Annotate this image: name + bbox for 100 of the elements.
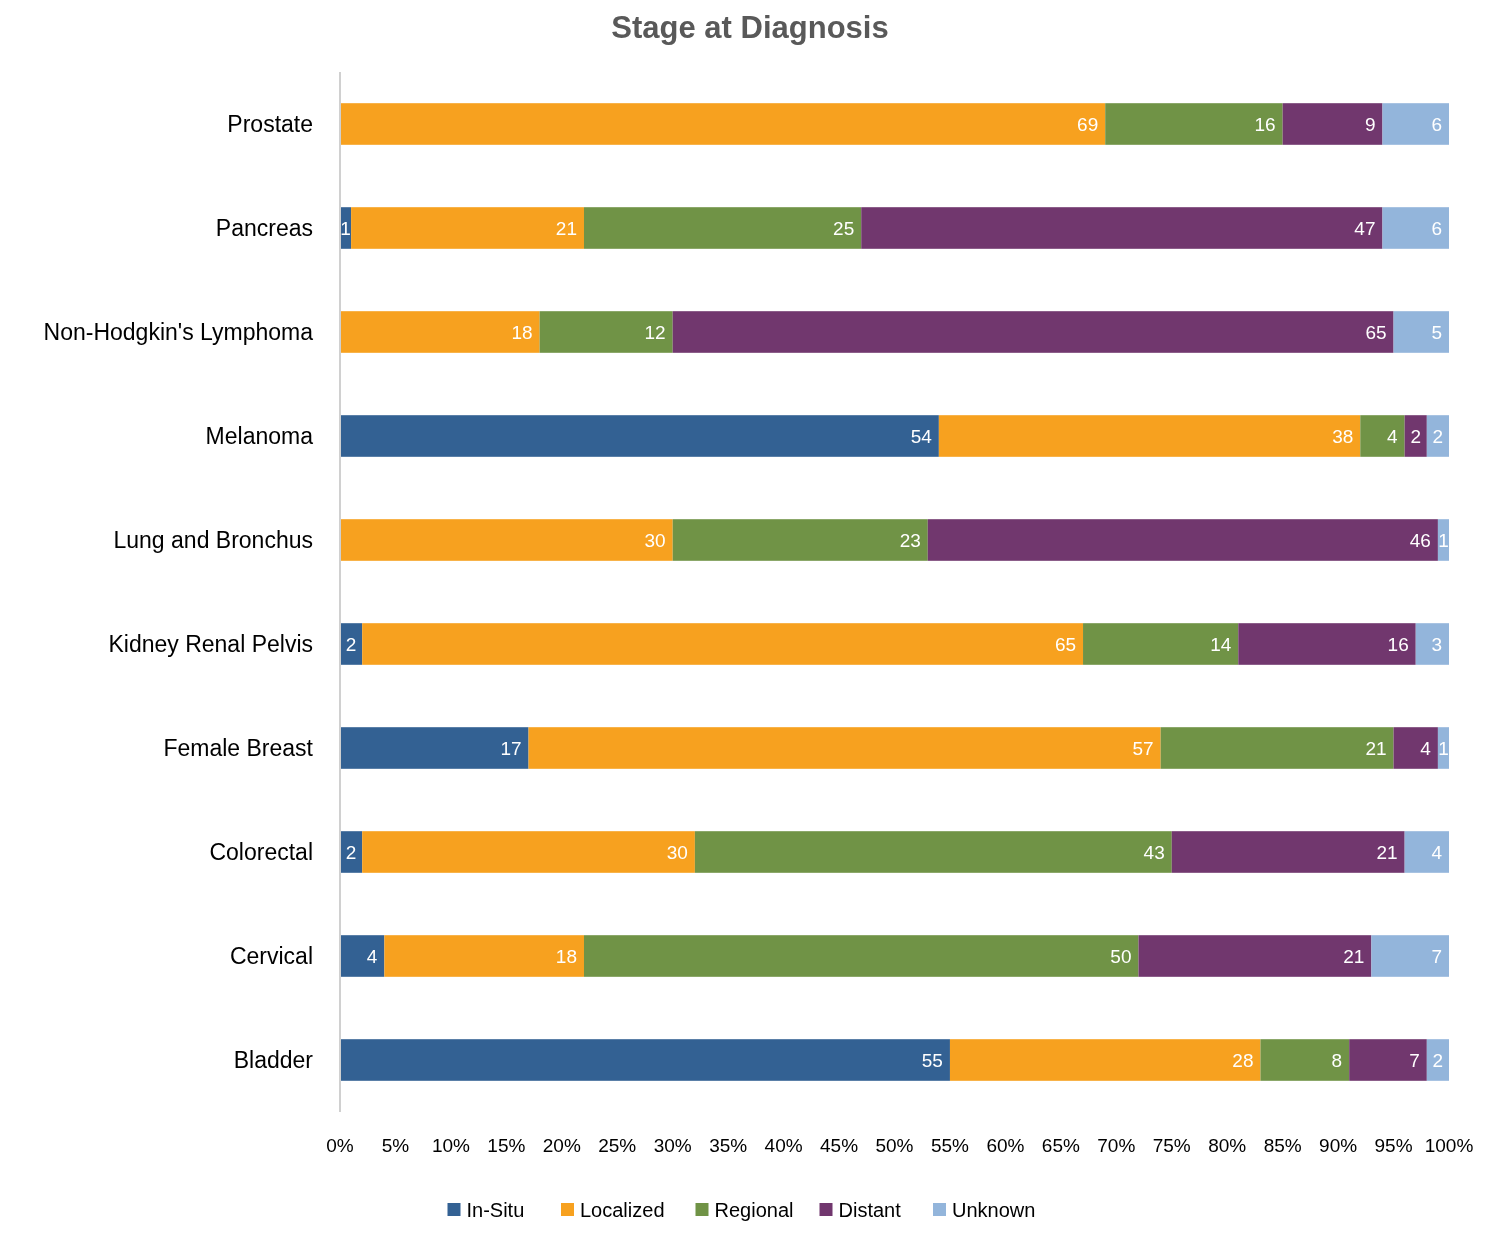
bar xyxy=(1415,623,1449,665)
y-tick-label: Melanoma xyxy=(205,423,314,450)
legend-label: Unknown xyxy=(952,1199,1036,1221)
bar xyxy=(351,207,584,249)
data-label: 43 xyxy=(1143,841,1165,863)
y-tick-label: Lung and Bronchus xyxy=(113,527,313,554)
data-label: 21 xyxy=(1365,737,1387,759)
bar xyxy=(1437,519,1449,561)
x-tick-label: 15% xyxy=(487,1135,526,1156)
x-tick-label: 80% xyxy=(1208,1135,1247,1156)
bar xyxy=(340,935,385,977)
x-tick-label: 50% xyxy=(875,1135,914,1156)
bar xyxy=(1404,415,1427,457)
bar xyxy=(861,207,1383,249)
y-tick-label: Bladder xyxy=(233,1047,314,1074)
bar xyxy=(539,311,673,353)
bar xyxy=(1260,1039,1350,1081)
data-label: 57 xyxy=(1132,737,1154,759)
bar xyxy=(1393,727,1438,769)
bar xyxy=(672,311,1394,353)
data-label: 17 xyxy=(500,737,522,759)
data-label: 2 xyxy=(1432,1049,1444,1071)
data-label: 1 xyxy=(1438,737,1449,759)
bar xyxy=(340,727,529,769)
bar xyxy=(1382,103,1449,145)
x-tick-label: 35% xyxy=(709,1135,748,1156)
x-tick-label: 40% xyxy=(764,1135,803,1156)
x-tick-label: 20% xyxy=(542,1135,581,1156)
bar xyxy=(1360,415,1405,457)
data-label: 21 xyxy=(1343,945,1365,967)
x-tick-label: 85% xyxy=(1263,1135,1302,1156)
bar xyxy=(362,623,1084,665)
y-tick-label: Non-Hodgkin's Lymphoma xyxy=(43,319,314,346)
bar xyxy=(1171,831,1405,873)
x-tick-label: 5% xyxy=(381,1135,410,1156)
bar xyxy=(1393,311,1449,353)
bar xyxy=(362,831,695,873)
x-tick-label: 100% xyxy=(1424,1135,1474,1156)
data-label: 3 xyxy=(1431,633,1442,655)
data-label: 69 xyxy=(1077,113,1099,135)
data-label: 7 xyxy=(1431,945,1442,967)
data-label: 47 xyxy=(1354,217,1376,239)
data-label: 21 xyxy=(555,217,577,239)
data-label: 14 xyxy=(1210,633,1232,655)
data-label: 50 xyxy=(1110,945,1132,967)
bar xyxy=(1404,831,1449,873)
bar xyxy=(1238,623,1416,665)
data-label: 4 xyxy=(366,945,378,967)
data-label: 46 xyxy=(1409,529,1431,551)
data-label: 18 xyxy=(555,945,577,967)
bar xyxy=(583,935,1139,977)
y-tick-label: Prostate xyxy=(227,111,313,138)
data-label: 23 xyxy=(899,529,921,551)
data-label: 12 xyxy=(644,321,666,343)
data-label: 54 xyxy=(910,425,933,447)
x-tick-label: 60% xyxy=(986,1135,1025,1156)
data-label: 4 xyxy=(1420,737,1432,759)
data-label: 9 xyxy=(1364,113,1376,135)
x-tick-label: 90% xyxy=(1319,1135,1358,1156)
bar xyxy=(1437,727,1449,769)
data-label: 2 xyxy=(1410,425,1422,447)
x-tick-label: 30% xyxy=(653,1135,692,1156)
x-tick-label: 0% xyxy=(326,1135,354,1156)
legend-label: Distant xyxy=(838,1199,902,1221)
x-tick-label: 70% xyxy=(1097,1135,1136,1156)
bar xyxy=(1371,935,1449,977)
x-tick-label: 45% xyxy=(820,1135,859,1156)
data-label: 28 xyxy=(1232,1049,1254,1071)
bar xyxy=(694,831,1172,873)
x-tick-label: 75% xyxy=(1152,1135,1191,1156)
legend-label: In-Situ xyxy=(466,1199,525,1221)
bar xyxy=(1105,103,1283,145)
data-label: 16 xyxy=(1387,633,1409,655)
data-label: 1 xyxy=(1438,529,1449,551)
bar xyxy=(528,727,1161,769)
data-label: 30 xyxy=(666,841,688,863)
data-label: 6 xyxy=(1431,113,1442,135)
bar xyxy=(1282,103,1383,145)
bar xyxy=(1138,935,1372,977)
bar xyxy=(583,207,862,249)
x-tick-label: 10% xyxy=(431,1135,471,1156)
data-label: 8 xyxy=(1331,1049,1343,1071)
data-label: 2 xyxy=(1432,425,1444,447)
data-label: 25 xyxy=(833,217,855,239)
legend-label: Localized xyxy=(580,1199,665,1221)
data-label: 38 xyxy=(1332,425,1354,447)
y-tick-label: Colorectal xyxy=(209,839,313,866)
data-label: 5 xyxy=(1431,321,1442,343)
data-label: 65 xyxy=(1365,321,1387,343)
x-tick-label: 95% xyxy=(1374,1135,1413,1156)
x-tick-label: 55% xyxy=(930,1135,970,1156)
bar xyxy=(1083,623,1239,665)
bar xyxy=(340,1039,950,1081)
data-label: 7 xyxy=(1409,1049,1420,1071)
bar xyxy=(340,311,540,353)
x-tick-label: 65% xyxy=(1041,1135,1080,1156)
y-tick-label: Pancreas xyxy=(215,215,313,242)
bar xyxy=(927,519,1438,561)
chart-title: Stage at Diagnosis xyxy=(611,10,889,45)
bar xyxy=(1382,207,1449,249)
